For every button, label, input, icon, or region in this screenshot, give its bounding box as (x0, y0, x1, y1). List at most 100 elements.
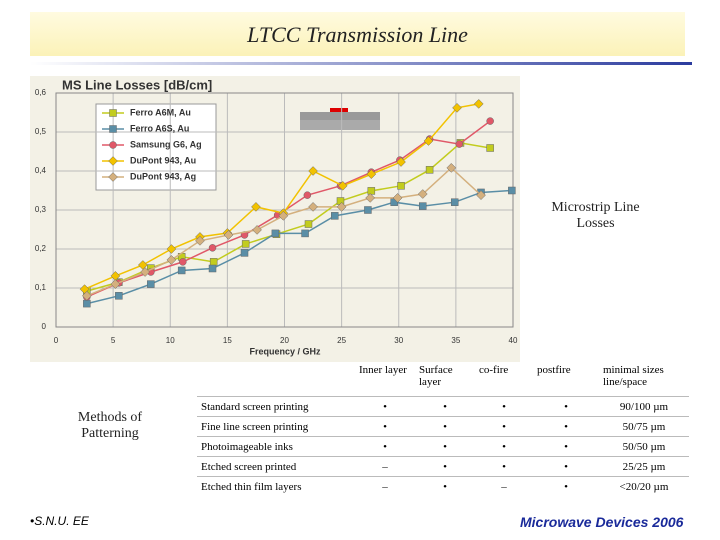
header-cell: Surface layer (419, 364, 453, 388)
header-row: Inner layer Surface layer co-fire postfire m… (197, 364, 689, 397)
header-cell: postfire (537, 364, 571, 376)
data-point (195, 235, 205, 246)
table-cell: Photoimageable inks (197, 436, 355, 457)
x-tick-label: 15 (223, 336, 232, 345)
data-point (446, 163, 457, 173)
table-cell: • (355, 436, 415, 457)
data-point (476, 190, 486, 201)
header-rule (30, 62, 692, 65)
table-cell: <20/20 µm (599, 476, 689, 496)
data-point (278, 210, 289, 221)
data-point (364, 206, 372, 214)
data-point (208, 264, 217, 273)
table-cell: • (415, 416, 475, 437)
data-point (81, 290, 92, 301)
table-cell: • (355, 416, 415, 437)
table-cell: • (415, 396, 475, 417)
data-point (303, 191, 312, 199)
data-point (423, 136, 434, 146)
header-cell: minimal sizes line/space (603, 364, 664, 388)
data-point (418, 202, 427, 210)
data-point (301, 229, 309, 238)
data-point (115, 292, 123, 300)
legend-label: Ferro A6M, Au (130, 107, 191, 117)
data-point (417, 189, 428, 199)
table-cell: 25/25 µm (599, 456, 689, 477)
data-point (452, 102, 462, 113)
inset-icon (300, 112, 380, 120)
data-point (166, 255, 177, 265)
table-cell: – (355, 476, 415, 496)
x-tick-label: 40 (509, 336, 518, 345)
table-row: Etched thin film layers – • – • <20/20 µm (197, 476, 689, 496)
header-cell (197, 364, 355, 397)
data-point (177, 266, 186, 275)
data-point (240, 249, 249, 257)
table-cell: • (355, 396, 415, 417)
table-cell: • (475, 416, 533, 437)
y-tick-label: 0 (42, 322, 47, 331)
data-point (337, 180, 348, 191)
data-point (252, 225, 262, 235)
data-point (486, 117, 494, 125)
data-point (367, 187, 376, 195)
table-cell: Standard screen printing (197, 396, 355, 417)
data-point (450, 198, 459, 206)
legend-marker (109, 125, 117, 133)
data-point (425, 166, 434, 174)
data-point (251, 202, 261, 212)
table-cell: – (355, 456, 415, 477)
patterning-table: Inner layer Surface layer co-fire postfire m… (197, 364, 689, 496)
data-point (209, 258, 218, 266)
table-cell: • (415, 436, 475, 457)
inset-icon (330, 108, 348, 112)
chart-title: MS Line Losses [dB/cm] (62, 77, 212, 92)
legend-marker (108, 156, 118, 166)
table-cell: • (533, 456, 599, 477)
x-tick-label: 30 (394, 336, 403, 345)
table-cell: • (475, 396, 533, 417)
data-point (308, 202, 318, 212)
table-cell: – (475, 476, 533, 496)
footer-left: •S.N.U. EE (30, 514, 89, 528)
data-point (110, 279, 121, 289)
x-tick-label: 5 (111, 336, 116, 345)
data-point (166, 244, 177, 254)
legend-label: Samsung G6, Ag (130, 139, 202, 149)
inset-icon (300, 120, 380, 130)
data-point (365, 193, 376, 203)
table-cell: 90/100 µm (599, 396, 689, 417)
table-row: Fine line screen printing • • • • 50/75 µm (197, 416, 689, 437)
data-point (366, 169, 377, 179)
table-cell: • (475, 436, 533, 457)
series-line (86, 120, 491, 298)
legend-label: DuPont 943, Au (130, 155, 196, 165)
data-point (223, 230, 234, 240)
data-point (455, 140, 464, 148)
table-cell: 50/50 µm (599, 436, 689, 457)
y-tick-label: 0,5 (35, 127, 47, 136)
footer-right: Microwave Devices 2006 (520, 514, 684, 530)
table-cell: 50/75 µm (599, 416, 689, 437)
table-cell: • (415, 456, 475, 477)
table-cell: Fine line screen printing (197, 416, 355, 437)
x-tick-label: 20 (280, 336, 289, 345)
data-point (508, 186, 516, 195)
table-cell: • (533, 476, 599, 496)
data-point (473, 99, 484, 109)
data-point (140, 267, 150, 277)
legend-marker (109, 141, 117, 149)
table-row: Standard screen printing • • • • 90/100 µm (197, 396, 689, 417)
y-tick-label: 0,2 (35, 244, 47, 253)
data-point (392, 193, 403, 203)
table-caption: Methods of Patterning (77, 410, 143, 441)
y-tick-label: 0,3 (35, 205, 47, 214)
x-tick-label: 35 (451, 336, 460, 345)
title-banner (30, 12, 685, 56)
data-point (147, 280, 155, 288)
header-cell: co-fire (479, 364, 509, 376)
table-cell: • (533, 416, 599, 437)
table-cell: Etched thin film layers (197, 476, 355, 496)
